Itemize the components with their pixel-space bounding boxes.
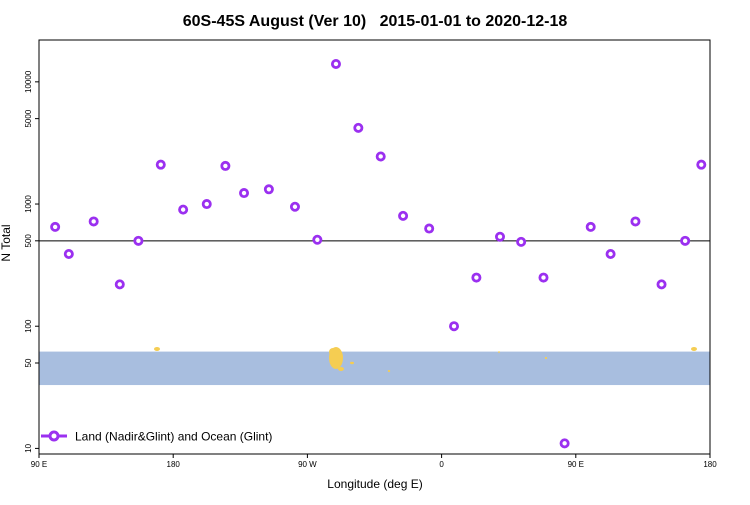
data-point: [289, 201, 300, 212]
data-points: [50, 58, 707, 449]
x-tick-label: 90 E: [568, 460, 584, 469]
y-tick-label: 10: [24, 443, 33, 452]
data-point: [605, 248, 616, 259]
data-point: [471, 272, 482, 283]
legend-marker-symbol: [48, 430, 60, 442]
legend-label: Land (Nadir&Glint) and Ocean (Glint): [75, 430, 272, 444]
y-tick-label: 5000: [24, 109, 33, 127]
patagonia-land: [329, 348, 337, 356]
x-tick-label: 180: [167, 460, 181, 469]
marion-island-land: [498, 351, 500, 353]
data-point: [133, 235, 144, 246]
x-tick-label: 180: [703, 460, 717, 469]
data-point: [353, 122, 364, 133]
data-point: [630, 216, 641, 227]
x-axis-label: Longitude (deg E): [327, 477, 422, 491]
y-tick-label: 500: [24, 234, 33, 248]
land-shapes: [154, 347, 697, 372]
data-point: [155, 159, 166, 170]
tierra-del-fuego-land: [338, 367, 344, 371]
data-point: [312, 234, 323, 245]
data-point: [50, 221, 61, 232]
data-point: [178, 204, 189, 215]
data-point: [88, 216, 99, 227]
data-point: [656, 279, 667, 290]
data-point: [538, 272, 549, 283]
legend: Land (Nadir&Glint) and Ocean (Glint): [41, 430, 272, 444]
data-point: [516, 236, 527, 247]
y-axis-ticks: 10 50 100 500 1000 5000 10000: [24, 70, 39, 453]
data-point: [559, 438, 570, 449]
data-point: [114, 279, 125, 290]
new-zealand-south-land-repeat: [691, 347, 697, 351]
data-point: [449, 321, 460, 332]
data-point: [696, 159, 707, 170]
ocean-band: [39, 351, 710, 386]
x-axis-ticks: 90 E 180 90 W 0 90 E 180: [31, 454, 717, 469]
y-tick-label: 50: [24, 358, 33, 367]
y-tick-label: 1000: [24, 195, 33, 213]
new-zealand-south-land: [154, 347, 160, 351]
data-point: [330, 58, 341, 69]
data-point: [680, 235, 691, 246]
y-axis-label: N Total: [0, 224, 13, 261]
data-point: [375, 151, 386, 162]
y-tick-label: 10000: [24, 70, 33, 93]
data-point: [424, 223, 435, 234]
data-point: [263, 184, 274, 195]
falkland-islands-land: [350, 361, 354, 365]
data-point: [585, 221, 596, 232]
data-point: [220, 160, 231, 171]
map-band: [39, 347, 710, 386]
y-tick-label: 100: [24, 319, 33, 333]
kerguelen-islands-land: [544, 357, 548, 359]
chart-title: 60S-45S August (Ver 10) 2015-01-01 to 20…: [183, 13, 568, 30]
data-point: [201, 199, 212, 210]
data-point: [239, 188, 250, 199]
x-tick-label: 90 E: [31, 460, 47, 469]
data-point: [495, 231, 506, 242]
south-georgia-land: [387, 370, 391, 372]
x-tick-label: 90 W: [298, 460, 317, 469]
data-point: [398, 210, 409, 221]
plot-frame: [38, 39, 711, 455]
x-tick-label: 0: [439, 460, 444, 469]
data-point: [63, 248, 74, 259]
